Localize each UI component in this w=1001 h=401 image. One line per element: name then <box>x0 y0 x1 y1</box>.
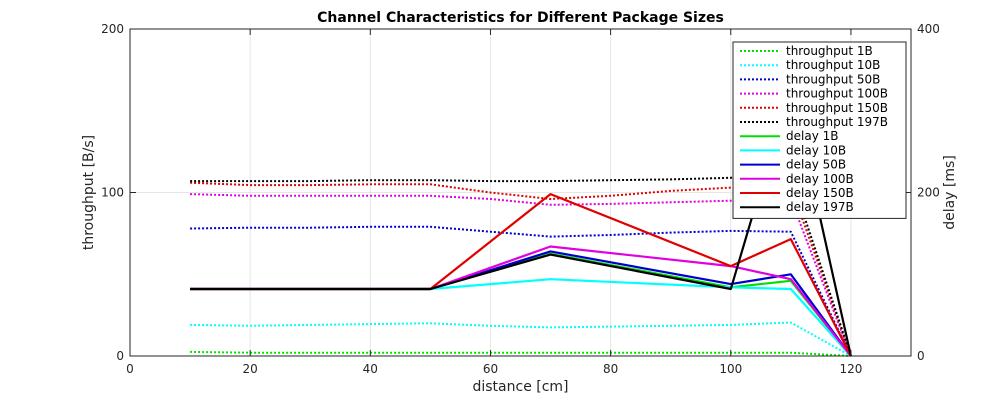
y-right-tick-label: 400 <box>917 22 940 36</box>
series-line-throughput-10b <box>190 321 852 357</box>
x-tick-label: 40 <box>363 362 378 376</box>
legend-label: throughput 50B <box>786 72 880 86</box>
legend-label: delay 1B <box>786 129 838 143</box>
legend-label: throughput 150B <box>786 101 888 115</box>
legend-label: delay 10B <box>786 143 846 157</box>
y-right-tick-label: 0 <box>917 349 925 363</box>
ticks: 0 20 40 60 80 100 120 0 100 200 0 200 400 <box>101 22 940 376</box>
y-left-tick-label: 200 <box>101 22 124 36</box>
legend-label: delay 150B <box>786 186 854 200</box>
series-line-delay-10b <box>190 278 852 357</box>
y-right-tick-label: 200 <box>917 186 940 200</box>
chart-title: Channel Characteristics for Different Pa… <box>317 10 724 26</box>
y-axis-left-label: throughput [B/s] <box>81 135 97 250</box>
legend-label: delay 50B <box>786 158 846 172</box>
series-line-throughput-50b <box>190 225 852 357</box>
x-tick-label: 100 <box>719 362 742 376</box>
legend-label: throughput 197B <box>786 115 888 129</box>
legend-box <box>732 41 907 219</box>
x-tick-label: 0 <box>126 362 134 376</box>
x-tick-label: 60 <box>483 362 498 376</box>
legend-label: delay 100B <box>786 172 854 186</box>
x-tick-label: 20 <box>243 362 258 376</box>
series-line-delay-50b <box>190 250 852 357</box>
y-axis-right-label: delay [ms] <box>942 155 958 230</box>
x-tick-label: 120 <box>839 362 862 376</box>
legend-label: throughput 100B <box>786 87 888 101</box>
y-left-tick-label: 100 <box>101 186 124 200</box>
legend-label: throughput 10B <box>786 58 880 72</box>
series-line-delay-1b <box>190 252 852 357</box>
legend-label: throughput 1B <box>786 44 873 58</box>
x-tick-label: 80 <box>603 362 618 376</box>
x-axis-label: distance [cm] <box>472 379 568 395</box>
series-line-throughput-1b <box>190 350 851 357</box>
legend-label: delay 197B <box>786 200 854 214</box>
y-left-tick-label: 0 <box>116 349 124 363</box>
